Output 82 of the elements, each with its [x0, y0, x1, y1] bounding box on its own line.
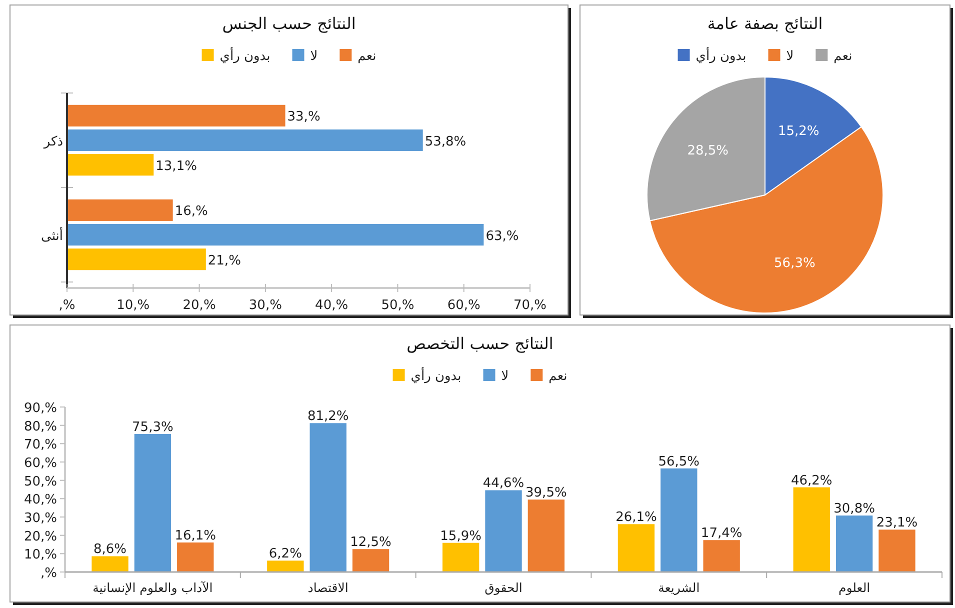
data-label: 8,6% [94, 542, 127, 558]
data-label: 39,5% [526, 486, 567, 501]
bar [442, 542, 480, 572]
data-label: 15,9% [440, 528, 482, 544]
bar [878, 530, 916, 572]
x-tick-label: 30,% [248, 298, 282, 313]
data-label: 44,6% [482, 476, 524, 492]
legend-label: نعم [358, 49, 376, 64]
data-label: 53,8% [424, 134, 466, 150]
bar [67, 104, 286, 126]
bar [618, 524, 655, 572]
x-tick-label: الشريعة [658, 580, 700, 596]
data-label: 21,% [208, 253, 241, 268]
bar [352, 549, 390, 572]
y-tick-label: 20,% [24, 529, 57, 544]
legend-label: بدون رأي [696, 47, 746, 64]
data-label: 23,1% [876, 516, 918, 531]
y-tick-label: 70,% [24, 438, 57, 453]
data-label: 75,3% [132, 420, 174, 435]
data-label: 16,1% [174, 528, 216, 544]
bar [67, 224, 484, 246]
x-tick-label: ,% [58, 298, 76, 313]
data-label: 17,4% [700, 526, 742, 542]
chart-title: النتائج بصفة عامة [707, 14, 823, 33]
legend-label: بدون رأي [220, 47, 270, 64]
legend-label: نعم [548, 369, 568, 384]
y-tick-label: 10,% [24, 548, 57, 563]
y-tick-label: 50,% [24, 474, 57, 490]
data-label: 26,1% [616, 510, 657, 526]
x-tick-label: 60,% [447, 298, 480, 313]
bar [660, 468, 698, 572]
bar [67, 248, 206, 270]
x-tick-label: العلوم [838, 580, 870, 596]
chart-title: النتائج حسب التخصص [406, 334, 554, 353]
x-tick-label: الآداب والعلوم الإنسانية [92, 580, 213, 596]
bar [92, 556, 128, 572]
data-label: 30,8% [834, 502, 875, 517]
chart-title: النتائج حسب الجنس [222, 14, 356, 33]
bar [177, 542, 214, 572]
legend-label: لا [310, 49, 318, 64]
x-tick-label: الحقوق [484, 580, 522, 596]
y-tick-label: 30,% [24, 511, 57, 526]
data-label: 15,2% [778, 124, 820, 140]
bar [836, 516, 873, 572]
y-tick-label: 40,% [24, 492, 57, 508]
bar [703, 540, 740, 572]
y-tick-label: ذكر [42, 134, 64, 150]
y-tick-label: 80,% [24, 419, 57, 434]
bar [793, 487, 830, 572]
bar [528, 500, 565, 572]
data-label: 46,2% [790, 473, 832, 488]
data-label: 33,% [287, 110, 320, 125]
data-label: 13,1% [156, 158, 197, 174]
x-tick-label: 40,% [315, 298, 348, 313]
x-tick-label: الاقتصاد [308, 580, 348, 595]
legend-label: بدون رأي [410, 367, 462, 384]
y-tick-label: 60,% [24, 456, 57, 471]
bar [267, 560, 304, 572]
bar [134, 434, 172, 572]
legend-label: نعم [834, 49, 852, 64]
data-label: 63,% [486, 228, 519, 244]
y-tick-label: أنثى [41, 226, 63, 244]
data-label: 28,5% [687, 143, 729, 158]
y-tick-label: ,% [40, 566, 57, 581]
legend-label: لا [501, 369, 509, 384]
bar [67, 129, 423, 152]
legend-label: لا [786, 49, 794, 64]
data-label: 56,5% [658, 454, 700, 470]
bar [67, 154, 154, 176]
x-tick-label: 50,% [381, 298, 414, 313]
x-tick-label: 10,% [116, 298, 150, 313]
y-tick-label: 90,% [24, 401, 57, 416]
bar [485, 490, 522, 572]
x-tick-label: 20,% [182, 298, 216, 313]
data-label: 56,3% [774, 256, 816, 271]
bar [67, 199, 173, 221]
data-label: 6,2% [268, 546, 302, 562]
data-label: 81,2% [307, 409, 349, 424]
data-label: 16,% [174, 204, 208, 220]
x-tick-label: 70,% [513, 298, 547, 313]
bar [310, 423, 346, 572]
data-label: 12,5% [350, 535, 392, 550]
